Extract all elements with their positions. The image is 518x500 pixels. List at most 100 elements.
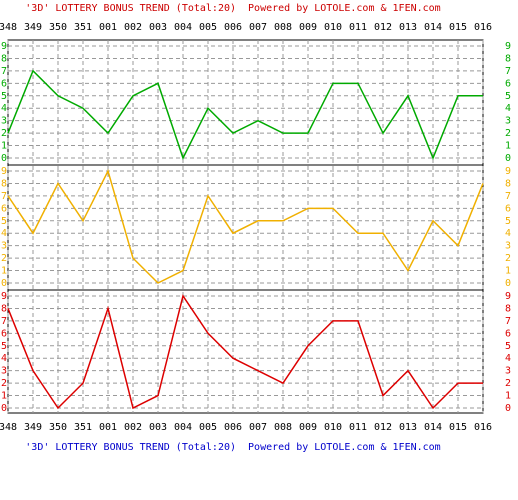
y-tick-label: 7 [1, 191, 7, 202]
x-tick-label: 008 [274, 422, 292, 433]
y-tick-label: 3 [1, 366, 7, 377]
y-tick-label: 2 [505, 378, 511, 389]
x-tick-label: 014 [424, 422, 442, 433]
y-tick-label: 8 [505, 303, 511, 314]
x-tick-label: 351 [74, 22, 92, 33]
y-tick-label: 9 [1, 291, 7, 302]
y-tick-label: 6 [505, 78, 511, 89]
x-tick-label: 012 [374, 422, 392, 433]
x-tick-label: 005 [199, 22, 217, 33]
y-tick-label: 5 [1, 91, 7, 102]
y-tick-label: 4 [505, 228, 511, 239]
y-tick-label: 6 [1, 78, 7, 89]
x-tick-label: 006 [224, 22, 242, 33]
y-tick-label: 9 [1, 166, 7, 177]
chart-title: '3D' LOTTERY BONUS TREND (Total:20) Powe… [25, 442, 440, 453]
trend-line [7, 168, 484, 284]
y-tick-label: 5 [1, 341, 7, 352]
x-tick-label: 349 [24, 422, 42, 433]
x-tick-label: 016 [474, 22, 492, 33]
x-tick-label: 014 [424, 22, 442, 33]
y-tick-label: 3 [1, 116, 7, 127]
x-tick-label: 006 [224, 422, 242, 433]
y-tick-label: 3 [505, 241, 511, 252]
trend-line [7, 69, 483, 161]
y-tick-label: 7 [505, 316, 511, 327]
x-tick-label: 001 [99, 422, 117, 433]
y-tick-label: 7 [1, 316, 7, 327]
y-tick-label: 8 [505, 53, 511, 64]
y-tick-label: 4 [1, 103, 7, 114]
y-tick-label: 9 [505, 166, 511, 177]
y-tick-label: 1 [1, 266, 7, 277]
y-tick-label: 7 [505, 66, 511, 77]
chart-title: '3D' LOTTERY BONUS TREND (Total:20) Powe… [25, 3, 440, 14]
x-tick-label: 016 [474, 422, 492, 433]
y-tick-label: 1 [1, 141, 7, 152]
x-tick-label: 004 [174, 22, 192, 33]
y-tick-label: 0 [505, 153, 511, 164]
y-tick-label: 2 [505, 253, 511, 264]
x-tick-label: 011 [349, 422, 367, 433]
x-tick-label: 007 [249, 422, 267, 433]
y-tick-label: 7 [1, 66, 7, 77]
x-tick-label: 009 [299, 22, 317, 33]
x-tick-label: 007 [249, 22, 267, 33]
y-tick-label: 2 [505, 128, 511, 139]
y-tick-label: 0 [505, 278, 511, 289]
y-tick-label: 1 [505, 266, 511, 277]
y-tick-label: 1 [505, 391, 511, 402]
x-tick-label: 009 [299, 422, 317, 433]
y-tick-label: 6 [505, 328, 511, 339]
y-tick-label: 5 [505, 341, 511, 352]
x-tick-label: 013 [399, 422, 417, 433]
trend-line [7, 294, 483, 410]
y-tick-label: 0 [1, 278, 7, 289]
x-tick-label: 012 [374, 22, 392, 33]
y-tick-label: 8 [1, 303, 7, 314]
y-tick-label: 9 [1, 41, 7, 52]
plot-frame [7, 39, 484, 414]
x-tick-label: 001 [99, 22, 117, 33]
y-tick-label: 6 [1, 328, 7, 339]
y-tick-label: 2 [1, 128, 7, 139]
y-tick-label: 3 [505, 366, 511, 377]
x-tick-label: 003 [149, 422, 167, 433]
y-tick-label: 6 [1, 203, 7, 214]
x-tick-label: 008 [274, 22, 292, 33]
x-tick-label: 004 [174, 422, 192, 433]
x-tick-label: 351 [74, 422, 92, 433]
y-tick-label: 6 [505, 203, 511, 214]
y-tick-label: 2 [1, 253, 7, 264]
y-tick-label: 9 [505, 41, 511, 52]
x-tick-label: 348 [0, 422, 17, 433]
x-tick-label: 010 [324, 422, 342, 433]
y-tick-label: 5 [505, 216, 511, 227]
y-tick-label: 8 [1, 178, 7, 189]
x-tick-label: 013 [399, 22, 417, 33]
y-tick-label: 5 [505, 91, 511, 102]
y-tick-label: 4 [1, 228, 7, 239]
y-tick-label: 2 [1, 378, 7, 389]
y-tick-label: 0 [1, 403, 7, 414]
y-tick-label: 0 [1, 153, 7, 164]
y-tick-label: 8 [505, 178, 511, 189]
x-tick-label: 010 [324, 22, 342, 33]
y-tick-label: 3 [1, 241, 7, 252]
x-tick-label: 350 [49, 422, 67, 433]
x-tick-label: 002 [124, 22, 142, 33]
x-tick-label: 015 [449, 22, 467, 33]
y-tick-label: 4 [505, 103, 511, 114]
y-tick-label: 9 [505, 291, 511, 302]
x-tick-label: 015 [449, 422, 467, 433]
y-tick-label: 8 [1, 53, 7, 64]
y-tick-label: 1 [505, 141, 511, 152]
y-tick-label: 7 [505, 191, 511, 202]
y-tick-label: 4 [1, 353, 7, 364]
x-tick-label: 348 [0, 22, 17, 33]
x-tick-label: 350 [49, 22, 67, 33]
y-tick-label: 3 [505, 116, 511, 127]
x-tick-label: 002 [124, 422, 142, 433]
y-tick-label: 1 [1, 391, 7, 402]
